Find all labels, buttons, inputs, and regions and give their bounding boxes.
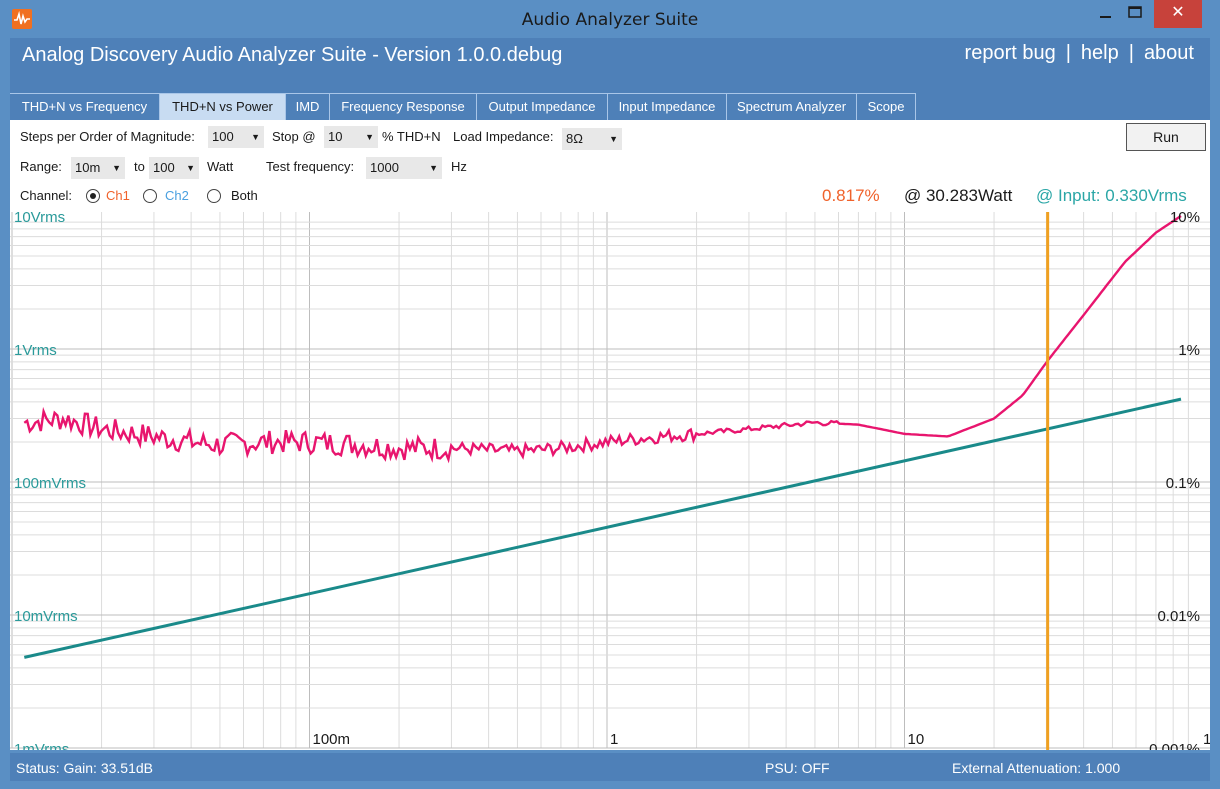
- tab-imd[interactable]: IMD: [286, 93, 330, 120]
- tab-thd-vs-frequency[interactable]: THD+N vs Frequency: [10, 93, 160, 120]
- range-from-dropdown[interactable]: 10m ▼: [71, 157, 125, 179]
- channel-ch2-radio[interactable]: [143, 189, 157, 203]
- right-axis-tick-label: 0.001%: [1149, 741, 1200, 750]
- stop-unit-label: % THD+N: [382, 129, 441, 144]
- voltage-trace-line: [23, 397, 1182, 659]
- channel-both-label: Both: [231, 188, 258, 203]
- frequency-unit-label: Hz: [451, 159, 467, 174]
- tab-input-impedance[interactable]: Input Impedance: [608, 93, 727, 120]
- range-to-label: to: [134, 159, 145, 174]
- tab-scope[interactable]: Scope: [857, 93, 916, 120]
- input-readout: @ Input: 0.330Vrms: [1036, 186, 1187, 205]
- tab-spectrum-analyzer[interactable]: Spectrum Analyzer: [727, 93, 857, 120]
- header-links: report bug | help | about: [965, 42, 1194, 65]
- test-frequency-value: 1000: [370, 160, 399, 175]
- run-button[interactable]: Run: [1126, 123, 1206, 151]
- stop-dropdown[interactable]: 10 ▼: [324, 126, 378, 148]
- steps-label: Steps per Order of Magnitude:: [20, 129, 195, 144]
- thd-readout: 0.817%: [822, 186, 880, 205]
- load-impedance-dropdown[interactable]: 8Ω ▼: [562, 128, 622, 150]
- attenuation-status: External Attenuation: 1.000: [952, 760, 1121, 776]
- tab-output-impedance[interactable]: Output Impedance: [477, 93, 608, 120]
- load-impedance-label: Load Impedance:: [453, 129, 554, 144]
- left-axis-tick-label: 1Vrms: [14, 342, 57, 359]
- test-frequency-dropdown[interactable]: 1000 ▼: [366, 157, 442, 179]
- load-impedance-value: 8Ω: [566, 131, 583, 146]
- test-frequency-label: Test frequency:: [266, 159, 355, 174]
- power-readout: @ 30.283Watt: [904, 186, 1013, 205]
- about-link[interactable]: about: [1143, 42, 1194, 64]
- channel-ch1-radio[interactable]: [86, 189, 100, 203]
- help-link[interactable]: help: [1080, 42, 1119, 64]
- app-header: Analog Discovery Audio Analyzer Suite - …: [10, 38, 1210, 94]
- chevron-down-icon: ▼: [186, 163, 195, 173]
- range-to-dropdown[interactable]: 100 ▼: [149, 157, 199, 179]
- channel-ch2-label: Ch2: [165, 188, 189, 203]
- status-text: Status: Gain: 33.51dB: [16, 760, 153, 776]
- close-button[interactable]: ✕: [1154, 0, 1202, 28]
- chevron-down-icon: ▼: [609, 134, 618, 144]
- x-axis-tick-label: 1: [1203, 731, 1210, 748]
- range-to-value: 100: [153, 160, 175, 175]
- chevron-down-icon: ▼: [251, 132, 260, 142]
- steps-dropdown[interactable]: 100 ▼: [208, 126, 264, 148]
- report-bug-link[interactable]: report bug: [964, 42, 1056, 64]
- right-axis-tick-label: 0.01%: [1157, 608, 1200, 625]
- title-bar: Audio Analyzer Suite ✕: [0, 0, 1220, 40]
- status-bar: Status: Gain: 33.51dB PSU: OFF External …: [10, 753, 1210, 781]
- x-axis-tick-label: 100m: [313, 731, 351, 748]
- range-from-value: 10m: [75, 160, 101, 175]
- app-title: Analog Discovery Audio Analyzer Suite - …: [22, 44, 563, 66]
- tab-frequency-response[interactable]: Frequency Response: [330, 93, 477, 120]
- thd-trace-line: [23, 214, 1182, 464]
- channel-ch1-label: Ch1: [106, 188, 130, 203]
- link-separator: |: [1065, 42, 1071, 64]
- x-axis-tick-label: 1: [610, 731, 618, 748]
- link-separator: |: [1128, 42, 1134, 64]
- right-axis-tick-label: 0.1%: [1166, 475, 1200, 492]
- waveform-icon: [12, 9, 32, 29]
- range-unit-label: Watt: [207, 159, 234, 174]
- chevron-down-icon: ▼: [365, 132, 374, 142]
- maximize-button[interactable]: [1122, 2, 1148, 24]
- stop-value: 10: [328, 129, 343, 144]
- window-title: Audio Analyzer Suite: [521, 10, 699, 30]
- range-label: Range:: [20, 159, 62, 174]
- chevron-down-icon: ▼: [112, 163, 121, 173]
- tab-thd-vs-power[interactable]: THD+N vs Power: [160, 93, 286, 120]
- x-axis-tick-label: 10: [908, 731, 925, 748]
- channel-label: Channel:: [20, 188, 73, 203]
- left-axis-tick-label: 100mVrms: [14, 475, 86, 492]
- chart-canvas[interactable]: 10Vrms 1Vrms 100mVrms 10mVrms 1mVrms 10% 1% 0.1…: [10, 212, 1210, 750]
- tab-bar: THD+N vs Frequency THD+N vs Power IMD Fr…: [10, 93, 1210, 120]
- left-axis-tick-label: 10Vrms: [14, 212, 65, 226]
- steps-value: 100: [212, 129, 234, 144]
- psu-status: PSU: OFF: [765, 760, 830, 776]
- left-axis-tick-label: 10mVrms: [14, 608, 78, 625]
- minimize-button[interactable]: [1092, 2, 1118, 24]
- right-axis-tick-label: 1%: [1178, 342, 1200, 359]
- controls-panel: Steps per Order of Magnitude: 100 ▼ Stop …: [10, 120, 1210, 212]
- right-axis-tick-label: 10%: [1170, 212, 1200, 226]
- left-axis-tick-label: 1mVrms: [14, 741, 69, 750]
- thd-power-chart[interactable]: 10Vrms 1Vrms 100mVrms 10mVrms 1mVrms 10% 1% 0.1…: [10, 212, 1210, 750]
- stop-label: Stop @: [272, 129, 316, 144]
- chevron-down-icon: ▼: [429, 163, 438, 173]
- channel-both-radio[interactable]: [207, 189, 221, 203]
